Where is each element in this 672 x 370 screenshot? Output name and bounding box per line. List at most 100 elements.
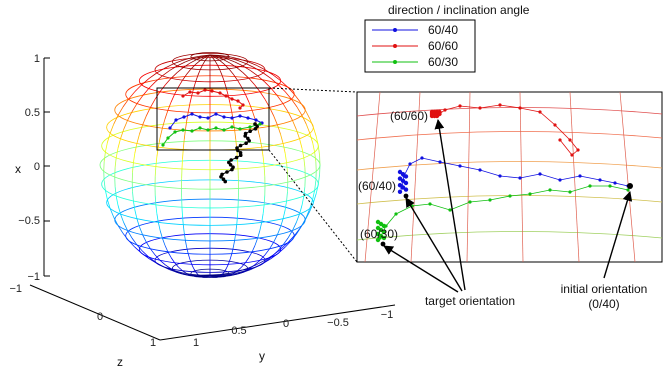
longitude-segment xyxy=(317,174,320,185)
longitude-segment xyxy=(154,254,161,261)
trajectory-6030-point xyxy=(173,130,177,134)
z-tick-0: 0 xyxy=(97,311,103,323)
longitude-segment xyxy=(312,190,316,200)
longitude-segment xyxy=(259,222,263,231)
longitude-segment xyxy=(232,120,236,131)
inset-trajectory-6030-point xyxy=(448,208,452,212)
longitude-segment xyxy=(115,148,119,158)
trajectory-6030-point xyxy=(230,125,234,129)
longitude-segment xyxy=(181,159,183,169)
target-arrow xyxy=(434,119,466,291)
inset-cluster-6030 xyxy=(375,237,381,243)
longitude-segment xyxy=(229,56,239,60)
inset-trajectory-6030-point xyxy=(394,212,398,216)
longitude-segment xyxy=(254,259,261,266)
trajectory-6030-point xyxy=(248,125,252,129)
longitude-segment xyxy=(304,109,311,119)
y-tick-1: 1 xyxy=(193,337,199,349)
trajectory-6040-point xyxy=(182,115,186,119)
longitude-segment xyxy=(264,69,274,76)
longitude-segment xyxy=(286,191,288,201)
longitude-segment xyxy=(284,200,287,211)
longitude-segment xyxy=(242,65,251,71)
trajectory-6040-point xyxy=(206,116,210,120)
longitude-segment xyxy=(173,270,183,274)
longitude-segment xyxy=(248,78,255,85)
inset-cluster-6060 xyxy=(437,111,442,117)
longitude-segment xyxy=(218,56,227,60)
longitude-segment xyxy=(282,237,289,246)
inset-trajectory-6040-point xyxy=(613,181,617,185)
trajectory-6060-point xyxy=(236,99,240,103)
longitude-segment xyxy=(165,264,172,270)
longitude-segment xyxy=(262,156,265,167)
longitude-segment xyxy=(315,136,319,146)
longitude-segment xyxy=(314,152,317,162)
longitude-segment xyxy=(182,57,192,61)
longitude-segment xyxy=(133,152,136,163)
longitude-segment xyxy=(191,264,195,269)
longitude-segment xyxy=(202,60,206,66)
longitude-segment xyxy=(104,142,108,153)
longitude-segment xyxy=(132,191,134,201)
longitude-segment xyxy=(264,248,270,256)
longitude-segment xyxy=(156,263,166,268)
initial-trace-point xyxy=(243,134,247,138)
longitude-segment xyxy=(254,67,264,74)
inset-cluster-6060 xyxy=(432,109,437,115)
longitude-segment xyxy=(145,241,151,250)
longitude-segment xyxy=(164,63,174,69)
longitude-segment xyxy=(309,133,314,143)
longitude-segment xyxy=(113,115,119,125)
longitude-segment xyxy=(154,166,157,177)
longitude-segment xyxy=(237,80,242,88)
longitude-segment xyxy=(269,241,275,250)
trajectory-6030-point xyxy=(181,128,185,132)
inset-label-6060: (60/60) xyxy=(390,109,428,123)
longitude-segment xyxy=(270,88,278,97)
longitude-segment xyxy=(228,68,234,75)
longitude-segment xyxy=(280,133,284,144)
inset-meridian-line xyxy=(364,91,381,263)
longitude-segment xyxy=(104,190,108,200)
inset-trajectory-6040-point xyxy=(578,174,582,178)
longitude-segment xyxy=(123,120,128,130)
longitude-segment xyxy=(223,63,230,70)
longitude-segment xyxy=(109,124,115,134)
longitude-segment xyxy=(226,58,235,63)
inset-cluster-6030 xyxy=(381,223,387,229)
y-tick-neg-1: −1 xyxy=(381,309,394,321)
longitude-segment xyxy=(193,56,202,60)
longitude-segment xyxy=(187,103,191,113)
longitude-segment xyxy=(236,216,238,225)
inset-trajectory-6060-point xyxy=(558,138,562,142)
longitude-segment xyxy=(276,124,281,135)
longitude-segment xyxy=(237,59,247,65)
longitude-segment xyxy=(259,91,266,100)
longitude-segment xyxy=(120,129,125,139)
longitude-segment xyxy=(312,142,316,153)
longitude-segment xyxy=(237,207,239,217)
longitude-segment xyxy=(127,230,133,239)
longitude-segment xyxy=(123,222,128,231)
inset-label-6030: (60/30) xyxy=(360,227,398,241)
trajectory-6040-point xyxy=(246,116,250,120)
longitude-segment xyxy=(145,107,151,117)
longitude-segment xyxy=(312,193,317,203)
trajectory-6060-point xyxy=(181,94,185,98)
longitude-segment xyxy=(174,262,179,268)
longitude-segment xyxy=(167,101,172,111)
longitude-segment xyxy=(277,95,284,104)
inset-trajectory-6060-point xyxy=(570,153,574,157)
longitude-segment xyxy=(282,103,289,113)
inset-meridian-line xyxy=(619,91,636,263)
trajectory-6030-point xyxy=(198,126,202,130)
longitude-segment xyxy=(214,56,220,61)
longitude-segment xyxy=(256,259,266,266)
longitude-segment xyxy=(141,78,150,86)
initial-orientation-label: initial orientation xyxy=(561,282,648,296)
longitude-segment xyxy=(212,57,216,61)
longitude-segment xyxy=(117,205,121,215)
